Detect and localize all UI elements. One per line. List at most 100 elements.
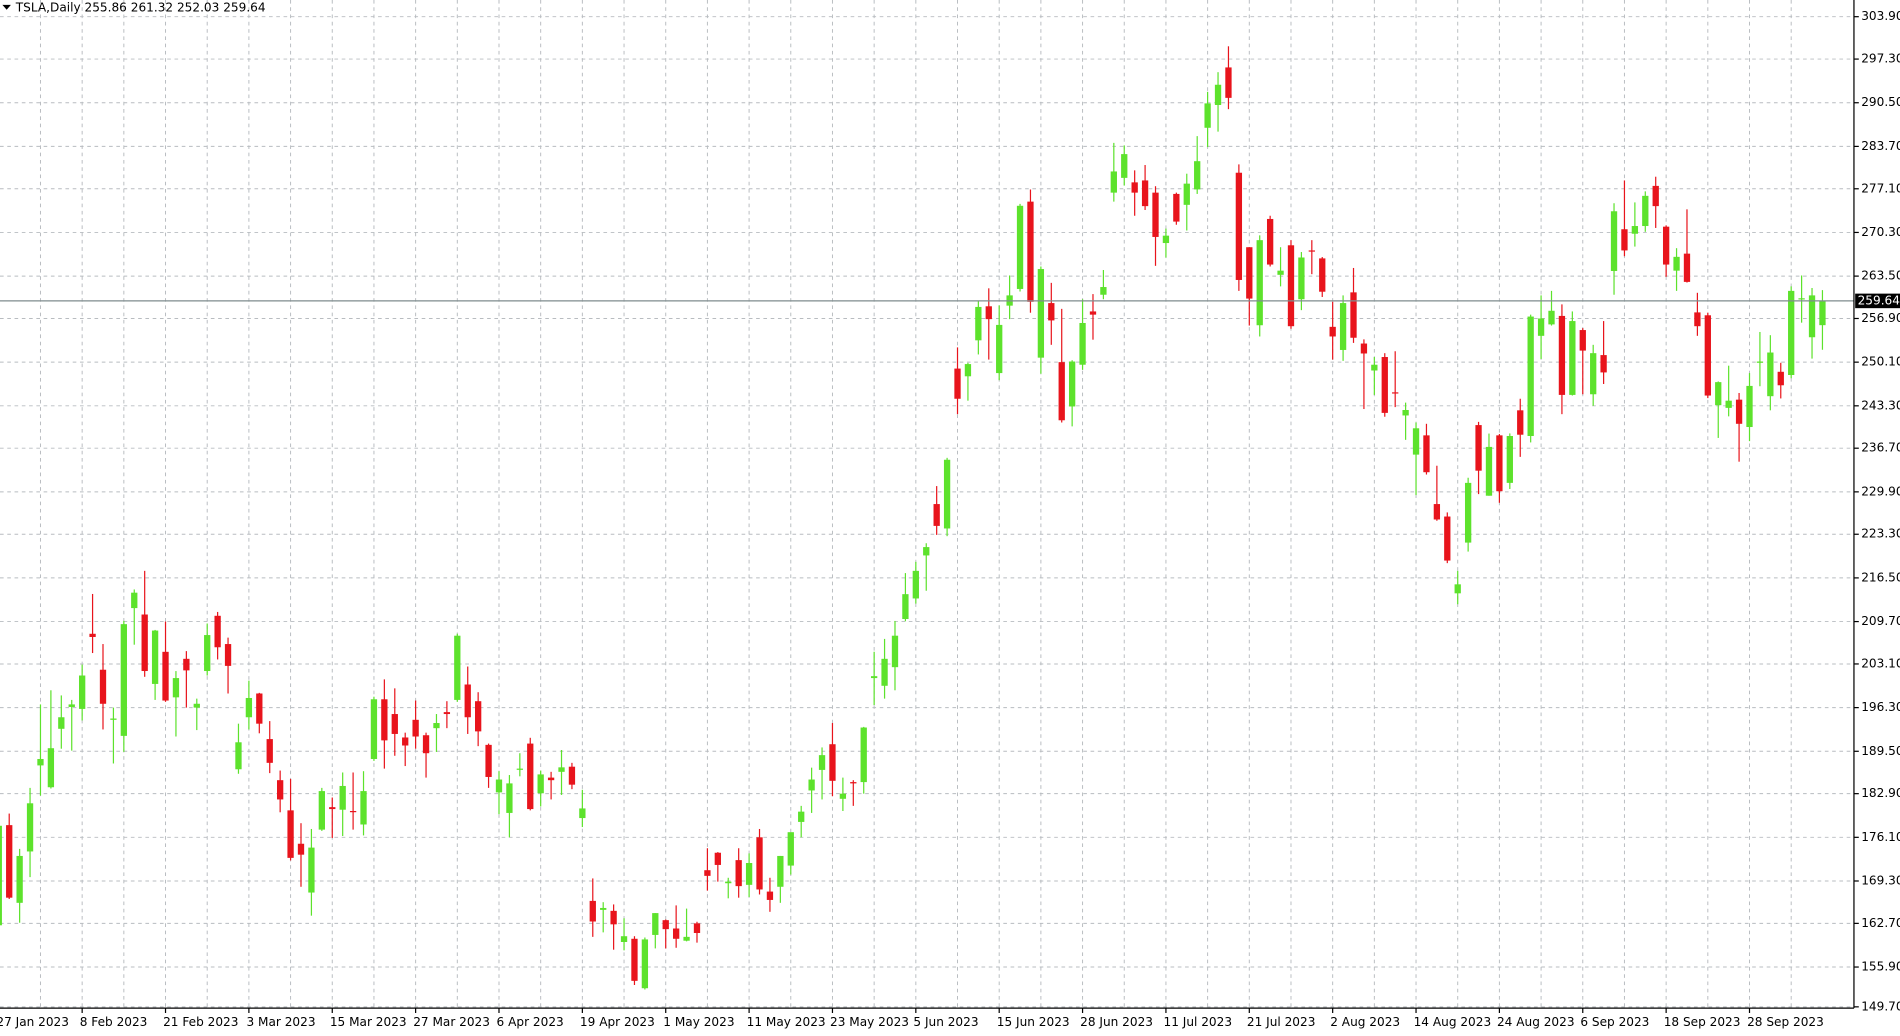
candle-body xyxy=(1464,482,1472,543)
candle-body xyxy=(808,779,815,791)
x-tick-label: 14 Aug 2023 xyxy=(1414,1015,1492,1029)
candle-body xyxy=(1683,253,1691,282)
candle-body xyxy=(89,633,96,637)
candle-body xyxy=(1725,400,1732,408)
candle-body xyxy=(506,783,513,813)
candle-body xyxy=(839,793,847,799)
x-tick-label: 3 Mar 2023 xyxy=(246,1015,315,1029)
candle-body xyxy=(902,594,909,620)
grid xyxy=(0,0,1854,1009)
candle-body xyxy=(714,852,721,865)
x-tick-label: 2 Aug 2023 xyxy=(1330,1015,1400,1029)
candle-body xyxy=(1194,161,1201,190)
candle-body xyxy=(1256,240,1263,326)
candle-body xyxy=(172,678,180,698)
x-tick-label: 8 Feb 2023 xyxy=(80,1015,148,1029)
menu-arrow[interactable] xyxy=(2,4,11,10)
candle-body xyxy=(235,742,242,770)
candle-body xyxy=(1694,312,1701,327)
candle-body xyxy=(1225,67,1232,98)
last-price-label: 259.64 xyxy=(1858,293,1900,307)
candle-body xyxy=(735,860,742,887)
candle-body xyxy=(131,592,138,609)
candle-body xyxy=(975,306,982,341)
x-tick-label: 28 Sep 2023 xyxy=(1747,1015,1824,1029)
candle-body xyxy=(6,825,13,898)
candle-body xyxy=(1600,355,1607,373)
x-tick-label: 21 Jul 2023 xyxy=(1247,1015,1316,1029)
candle-body xyxy=(1610,211,1618,271)
candle-body xyxy=(204,635,211,672)
x-tick-label: 1 May 2023 xyxy=(663,1015,734,1029)
candle-body xyxy=(1433,504,1441,520)
candle-body xyxy=(381,699,388,741)
candle-body xyxy=(1517,410,1524,435)
candle-body xyxy=(589,900,596,922)
candle-body xyxy=(1558,315,1566,395)
candle-body xyxy=(777,855,784,887)
candle-body xyxy=(308,847,315,893)
x-tick-label: 15 Mar 2023 xyxy=(330,1015,407,1029)
candles xyxy=(0,46,1854,990)
candle-body xyxy=(1027,201,1034,302)
y-tick-label: 290.50 xyxy=(1861,95,1900,109)
candle-body xyxy=(402,737,409,746)
candle-body xyxy=(818,755,826,770)
candle-body xyxy=(297,843,305,855)
y-tick-label: 182.90 xyxy=(1861,786,1900,800)
candle-body xyxy=(1590,353,1597,395)
candle-body xyxy=(672,928,680,939)
candle-body xyxy=(0,825,2,926)
candle-body xyxy=(120,624,127,736)
candle-body xyxy=(1569,321,1576,395)
candle-body xyxy=(600,907,607,910)
candle-body xyxy=(610,910,617,925)
y-tick-label: 283.70 xyxy=(1861,139,1900,153)
candle-body xyxy=(1631,226,1639,234)
candle-body xyxy=(1662,226,1670,265)
candle-body xyxy=(1475,425,1482,471)
x-tick-label: 5 Jun 2023 xyxy=(913,1015,978,1029)
candle-body xyxy=(329,807,336,810)
candle-body xyxy=(1454,584,1461,594)
candle-body xyxy=(183,658,190,671)
candle-body xyxy=(558,767,565,772)
candle-body xyxy=(1100,287,1107,295)
candle-body xyxy=(454,635,461,700)
x-tick-label: 28 Jun 2023 xyxy=(1080,1015,1153,1029)
y-tick-label: 203.10 xyxy=(1861,656,1900,670)
candle-body xyxy=(1204,103,1211,128)
y-tick-label: 149.70 xyxy=(1861,999,1900,1013)
header-open: 255.86 xyxy=(85,0,127,14)
candle-body xyxy=(787,832,794,866)
candle-body xyxy=(16,855,23,903)
candle-body xyxy=(641,939,649,989)
candle-body xyxy=(79,675,86,709)
candle-body xyxy=(339,785,346,810)
candle-body xyxy=(985,306,992,320)
y-tick-label: 236.70 xyxy=(1861,441,1900,455)
candle-body xyxy=(360,791,367,825)
y-tick-label: 162.70 xyxy=(1861,916,1900,930)
candle-body xyxy=(964,364,972,377)
x-tick-label: 6 Sep 2023 xyxy=(1580,1015,1649,1029)
candle-body xyxy=(1537,318,1545,336)
candle-body xyxy=(58,717,65,729)
y-tick-label: 209.70 xyxy=(1861,614,1900,628)
candle-body xyxy=(1819,300,1826,326)
candle-body xyxy=(256,693,263,724)
candle-body xyxy=(37,758,44,766)
x-tick-label: 27 Mar 2023 xyxy=(413,1015,490,1029)
candle-body xyxy=(1673,256,1680,271)
candle-body xyxy=(443,712,451,715)
candle-body xyxy=(349,810,357,813)
candle-body xyxy=(1131,182,1138,193)
candle-body xyxy=(1360,343,1368,354)
header-low: 252.03 xyxy=(177,0,219,14)
candle-body xyxy=(141,614,148,672)
candle-body xyxy=(47,748,55,788)
y-tick-label: 176.10 xyxy=(1861,830,1900,844)
candle-body xyxy=(1735,399,1743,424)
candle-body xyxy=(1579,330,1586,351)
